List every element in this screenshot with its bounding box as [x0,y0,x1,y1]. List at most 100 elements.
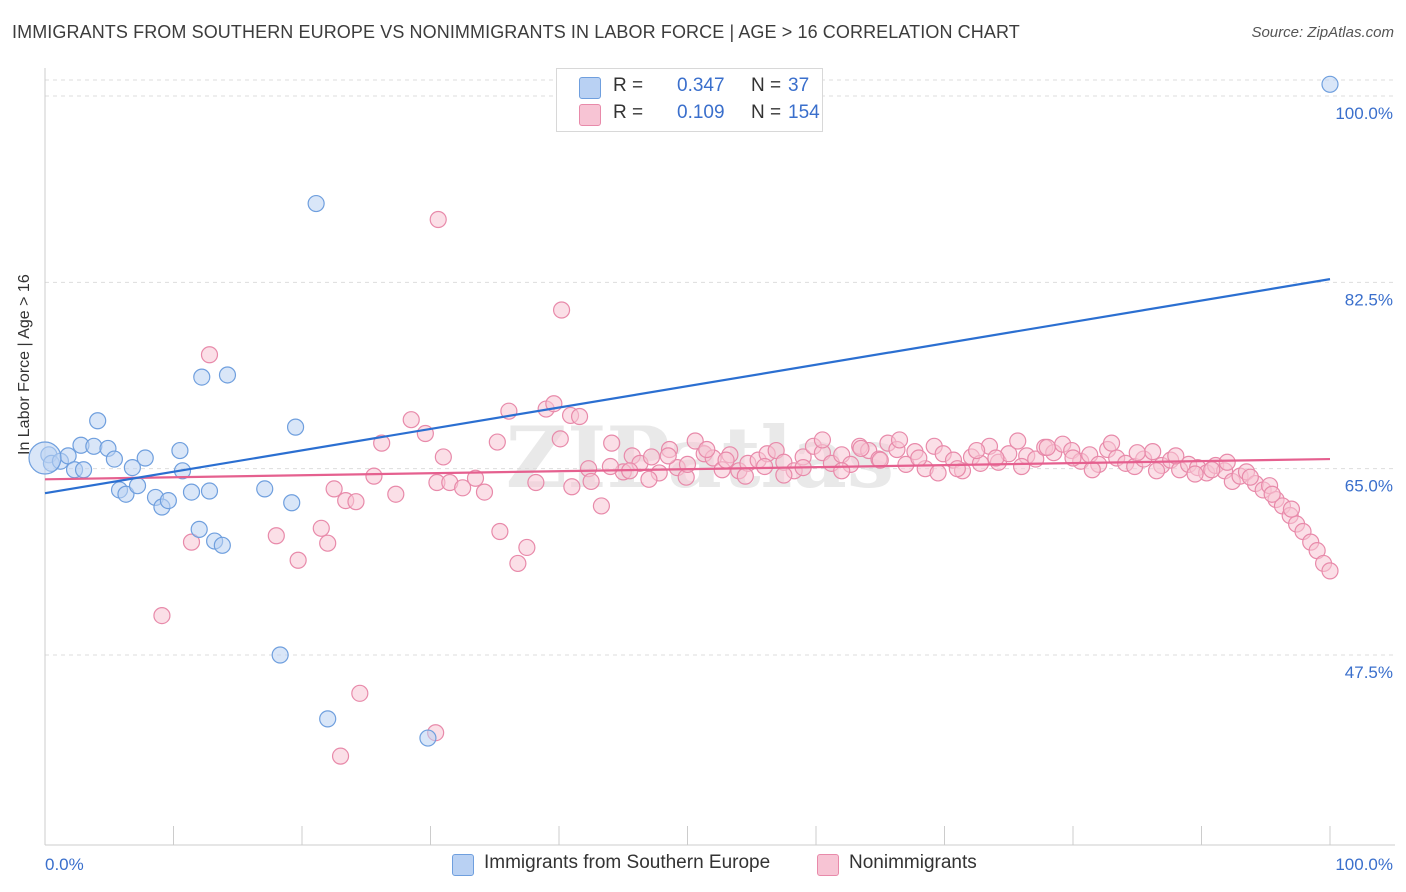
data-point-pink [1083,461,1101,479]
data-point-blue [136,449,154,467]
y-tick-label: 100.0% [1335,104,1393,123]
legend-r-label: R = [613,75,644,96]
data-point-pink [347,493,365,511]
data-point-blue [171,441,189,460]
data-point-pink [871,451,889,469]
data-point-pink [948,460,966,478]
data-point-pink [387,485,405,503]
data-point-pink [434,448,452,466]
data-point-pink [491,522,509,541]
trend-line-pink [44,457,1331,481]
data-point-pink [570,407,589,426]
data-point-pink [640,470,658,488]
data-point-pink [852,439,870,458]
y-tick-label: 65.0% [1345,477,1393,496]
data-point-pink [686,432,704,450]
data-point-pink [373,434,391,452]
data-point-pink [563,478,581,496]
data-point-pink [582,472,600,491]
data-point-pink [890,431,909,449]
data-point-pink [1038,438,1056,456]
data-point-pink [813,431,832,449]
data-point-pink [775,466,793,484]
chart-title: IMMIGRANTS FROM SOUTHERN EUROPE VS NONIM… [12,22,1020,42]
data-point-pink [475,483,494,501]
y-tick-label: 82.5% [1345,290,1393,309]
data-point-pink [968,441,986,460]
bottom-legend-label-blue: Immigrants from Southern Europe [484,852,771,873]
data-point-blue [1321,75,1339,93]
data-point-pink [1203,461,1221,479]
data-point-blue [117,485,135,503]
data-point-blue [213,536,231,554]
data-point-pink [153,607,171,625]
data-point-pink [1147,462,1166,480]
data-point-blue [319,710,337,728]
data-point-blue [85,437,103,455]
legend-swatch-blue [579,77,601,99]
data-point-blue [200,482,219,500]
data-point-pink [1282,500,1301,518]
data-point-pink [1218,453,1236,471]
data-point-pink [987,449,1005,467]
legend-r-value-pink: 0.109 [677,102,725,123]
data-point-pink [509,554,527,573]
data-point-pink [402,411,420,429]
data-point-pink [1102,434,1121,452]
data-point-pink [601,457,620,476]
data-point-blue [123,459,141,477]
data-point-pink [910,449,928,467]
data-point-pink [365,467,383,485]
data-point-blue [307,194,325,213]
data-point-blue [159,492,177,510]
data-point-pink [289,551,307,569]
data-point-pink [466,469,485,487]
data-point-pink [698,440,716,459]
data-point-pink [603,434,621,452]
data-point-blue [128,477,147,495]
data-point-blue [419,729,437,747]
data-point-pink [1144,443,1162,461]
x-tick-label: 100.0% [1335,855,1393,874]
bottom-legend-label-pink: Nonimmigrants [849,852,977,873]
data-point-pink [325,480,343,498]
y-tick-label: 47.5% [1345,663,1393,682]
data-point-blue [74,461,93,479]
legend-n-label: N = [751,75,782,96]
data-point-pink [351,684,369,702]
data-point-pink [312,519,330,537]
data-point-pink [1167,447,1185,465]
data-point-pink [1263,485,1281,503]
data-point-blue [256,480,274,498]
data-point-blue [286,418,305,436]
data-point-pink [182,533,201,551]
data-point-pink [552,301,571,319]
data-point-pink [1009,432,1027,450]
data-point-blue [283,494,301,512]
data-point-blue [89,412,107,430]
trend-line-blue [44,278,1331,495]
data-point-pink [429,210,447,229]
data-point-pink [659,447,677,465]
legend-swatch-pink [579,104,601,126]
legend-r-value-blue: 0.347 [677,75,725,96]
data-point-pink [1128,444,1146,462]
data-point-pink [551,430,569,448]
data-point-pink [592,497,611,515]
data-point-pink [527,473,545,492]
data-point-blue [190,520,208,538]
data-point-pink [1321,562,1339,580]
data-point-pink [1012,457,1031,476]
data-point-pink [929,464,947,482]
legend-n-value-pink: 154 [788,102,820,123]
legend-n-value-blue: 37 [788,75,810,96]
correlation-legend: R = 0.347 N = 37 R = 0.109 N = 154 [556,68,823,132]
data-point-blue [218,366,237,384]
source-label: Source: ZipAtlas.com [1251,24,1394,41]
data-point-pink [518,538,536,557]
data-point-pink [755,457,774,476]
data-point-pink [1186,465,1204,483]
data-point-pink [1241,468,1259,486]
data-point-blue [28,441,62,475]
data-point-pink [267,527,285,545]
